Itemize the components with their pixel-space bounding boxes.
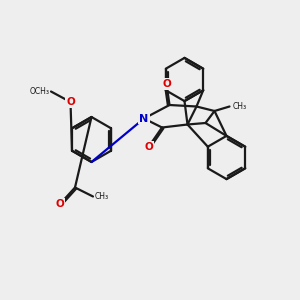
Text: O: O bbox=[162, 79, 171, 89]
Text: O: O bbox=[56, 199, 64, 209]
Text: O: O bbox=[144, 142, 153, 152]
Text: N: N bbox=[140, 113, 148, 124]
Text: CH₃: CH₃ bbox=[232, 102, 247, 111]
Text: O: O bbox=[66, 97, 75, 107]
Text: OCH₃: OCH₃ bbox=[29, 87, 50, 96]
Text: CH₃: CH₃ bbox=[94, 192, 109, 201]
